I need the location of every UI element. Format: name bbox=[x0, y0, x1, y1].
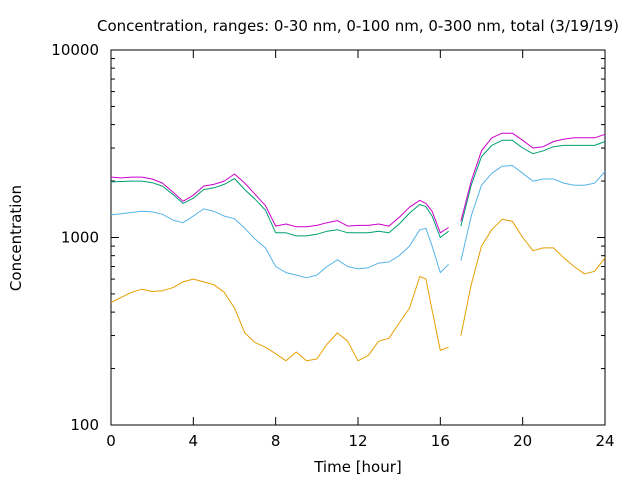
y-axis-label: Concentration bbox=[7, 185, 25, 291]
x-axis-label: Time [hour] bbox=[313, 458, 402, 476]
x-axis: 0 4 8 12 16 20 24 bbox=[106, 50, 615, 450]
x-tick-label: 4 bbox=[189, 432, 199, 450]
y-axis: 100 1000 10000 bbox=[51, 41, 605, 434]
x-tick-label: 16 bbox=[431, 432, 450, 450]
series-line-3 bbox=[110, 132, 606, 234]
plot-area-frame bbox=[110, 49, 606, 426]
series-line-1 bbox=[110, 165, 606, 279]
y-tick-label: 100 bbox=[70, 416, 99, 434]
x-tick-label: 8 bbox=[271, 432, 281, 450]
x-tick-label: 0 bbox=[106, 432, 116, 450]
y-tick-label: 1000 bbox=[61, 229, 99, 247]
series-line-0 bbox=[110, 218, 606, 362]
series-line-2 bbox=[110, 139, 606, 238]
chart-title: Concentration, ranges: 0-30 nm, 0-100 nm… bbox=[97, 17, 619, 35]
x-tick-label: 12 bbox=[348, 432, 367, 450]
y-tick-label: 10000 bbox=[51, 41, 99, 59]
x-tick-label: 20 bbox=[513, 432, 532, 450]
x-tick-label: 24 bbox=[595, 432, 614, 450]
series-lines bbox=[110, 132, 606, 362]
